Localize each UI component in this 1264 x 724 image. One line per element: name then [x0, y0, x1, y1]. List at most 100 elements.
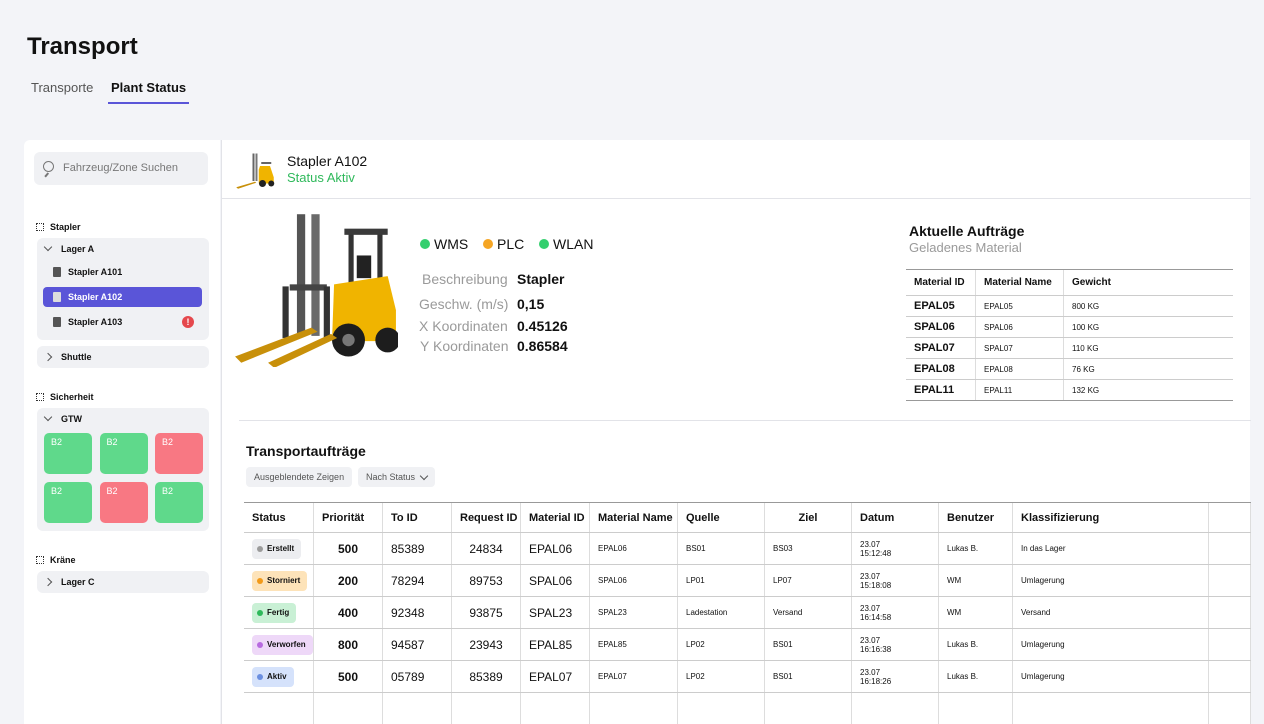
group-box[interactable]: Lager C — [37, 571, 209, 593]
group-box[interactable]: Shuttle — [37, 346, 209, 368]
table-row: SPAL07 SPAL07 110 KG — [906, 338, 1233, 359]
table-cell: 23.07 16:14:58 — [852, 597, 939, 628]
table-cell: EPAL85 — [521, 629, 590, 660]
table-text: 23.07 — [860, 667, 881, 677]
zone-tile[interactable]: B2 — [99, 433, 148, 474]
table-cell: SPAL23 — [590, 597, 678, 628]
table-cell: SPAL07 — [906, 338, 976, 358]
table-cell: Versand — [1013, 597, 1209, 628]
table-cell: Versand — [765, 597, 852, 628]
table-cell: Benutzer — [939, 503, 1013, 532]
table-cell: 500 — [314, 661, 383, 692]
group-label: Shuttle — [61, 352, 92, 362]
table-cell: 400 — [314, 597, 383, 628]
zone-tile[interactable]: B2 — [44, 482, 92, 523]
status-dot — [257, 609, 263, 616]
status-chip[interactable]: Storniert — [252, 570, 308, 591]
vehicle-item[interactable]: Stapler A102 — [43, 287, 202, 307]
zone-tile[interactable]: B2 — [155, 433, 203, 474]
zone-tile[interactable]: B2 — [99, 482, 148, 523]
table-cell — [765, 693, 852, 724]
table-cell — [590, 693, 678, 724]
vehicle-label: Stapler A103 — [68, 317, 123, 327]
table-row: Erstellt 500 85389 24834 EPAL06 EPAL06 BS01 BS0… — [244, 533, 1251, 565]
table-cell: LP01 — [678, 565, 765, 596]
table-text: Umlagerung — [1021, 576, 1065, 585]
table-cell: Status — [244, 503, 314, 532]
zone-label: B2 — [51, 486, 63, 496]
divider — [239, 420, 1251, 421]
vehicle-icon — [53, 267, 61, 277]
status-chip[interactable]: Aktiv — [252, 666, 294, 687]
table-text: BS03 — [773, 544, 793, 553]
orders-table: Material ID Material Name Gewicht EPAL05 EPA… — [906, 269, 1233, 405]
table-text: 23943 — [469, 637, 503, 652]
status-chip[interactable]: Erstellt — [252, 538, 302, 559]
vehicle-icon — [53, 292, 61, 302]
zone-tile[interactable]: B2 — [155, 482, 203, 523]
sidebar: Fahrzeug/Zone Suchen Stapler Lager A Staple… — [24, 140, 220, 724]
table-cell: EPAL11 — [976, 380, 1064, 400]
column-header: Request ID — [460, 511, 518, 524]
table-text: EPAL07 — [529, 669, 573, 684]
vehicle-item[interactable]: Stapler A101 — [43, 262, 202, 282]
vehicle-item[interactable]: Stapler A103! — [43, 312, 202, 332]
group-box[interactable]: Lager A Stapler A101 Stapler A102 Stapler A… — [37, 238, 209, 340]
property-value: Stapler — [517, 271, 565, 287]
indicator-dot — [539, 239, 549, 249]
vehicle-icon — [53, 317, 61, 327]
indicator-dot — [420, 239, 430, 249]
table-text: LP02 — [686, 672, 705, 681]
table-cell: SPAL07 — [976, 338, 1064, 358]
table-cell: SPAL06 — [976, 317, 1064, 337]
table-text: EPAL06 — [598, 544, 627, 553]
filter-button[interactable]: Nach Status — [358, 467, 436, 487]
table-cell — [1209, 629, 1251, 660]
table-cell: 800 KG — [1072, 301, 1100, 311]
table-cell: LP07 — [765, 565, 852, 596]
table-row: SPAL06 SPAL06 100 KG — [906, 317, 1233, 338]
table-cell: 78294 — [383, 565, 452, 596]
table-text: 500 — [337, 541, 359, 556]
table-text: 92348 — [391, 605, 425, 620]
group-box[interactable]: GTW B2 B2 B2 B2 B2 B2 — [37, 408, 209, 531]
zone-tile[interactable]: B2 — [44, 433, 92, 474]
table-cell: 200 — [314, 565, 383, 596]
table-text: 93875 — [469, 605, 503, 620]
zone-label: B2 — [162, 437, 174, 447]
status-dot — [257, 545, 263, 552]
table-text: Lukas B. — [947, 672, 979, 681]
table-row: EPAL11 EPAL11 132 KG — [906, 380, 1233, 401]
table-text: 24834 — [469, 541, 503, 556]
status-chip[interactable]: Verworfen — [252, 634, 313, 655]
vehicle-status: Status Aktiv — [287, 170, 355, 185]
table-cell: Fertig — [244, 597, 314, 628]
table-cell: 76 KG — [1072, 364, 1095, 374]
status-chip[interactable]: Fertig — [252, 602, 297, 623]
tab[interactable]: Transporte — [31, 80, 94, 95]
status-dot — [257, 673, 263, 680]
table-cell: Umlagerung — [1013, 565, 1209, 596]
table-text: 05789 — [391, 669, 425, 684]
table-cell: Ladestation — [678, 597, 765, 628]
table-cell: 85389 — [383, 533, 452, 564]
section-label: Sicherheit — [50, 392, 94, 402]
table-text: 23.07 — [860, 603, 881, 613]
table-cell: EPAL08 — [906, 359, 976, 379]
tab[interactable]: Plant Status — [108, 80, 190, 104]
table-text: LP01 — [686, 576, 705, 585]
filter-button[interactable]: Ausgeblendete Zeigen — [246, 467, 353, 487]
table-text: Lukas B. — [947, 640, 979, 649]
table-text: 85389 — [391, 541, 425, 556]
table-text: 200 — [337, 573, 359, 588]
table-cell: 23943 — [452, 629, 521, 660]
table-cell — [383, 693, 452, 724]
search-box[interactable]: Fahrzeug/Zone Suchen — [34, 152, 208, 185]
column-header: Klassifizierung — [1021, 511, 1100, 524]
table-cell: EPAL06 — [521, 533, 590, 564]
table-text: 16:14:58 — [860, 612, 892, 622]
search-icon — [43, 161, 54, 172]
table-cell: Lukas B. — [939, 533, 1013, 564]
table-cell: LP02 — [678, 661, 765, 692]
